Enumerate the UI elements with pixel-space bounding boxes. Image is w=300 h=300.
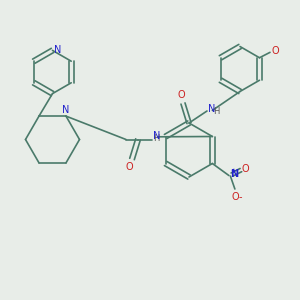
Text: N: N: [230, 169, 238, 179]
Text: O: O: [242, 164, 249, 174]
Text: -: -: [239, 192, 242, 202]
Text: O: O: [125, 162, 133, 172]
Text: N: N: [153, 130, 160, 141]
Text: O: O: [231, 192, 239, 202]
Text: N: N: [54, 45, 62, 56]
Text: H: H: [213, 107, 220, 116]
Text: O: O: [178, 91, 185, 100]
Text: +: +: [230, 168, 236, 174]
Text: N: N: [62, 105, 70, 115]
Text: H: H: [153, 134, 159, 143]
Text: O: O: [272, 46, 279, 56]
Text: N: N: [208, 103, 216, 114]
